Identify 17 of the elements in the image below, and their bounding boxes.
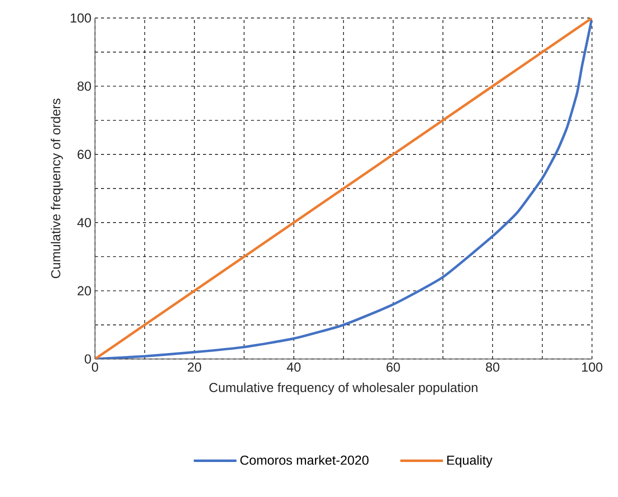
y-tick-label: 20 — [78, 286, 91, 296]
y-tick-label: 0 — [84, 354, 91, 364]
x-tick-label: 60 — [386, 362, 400, 372]
line-series — [95, 18, 592, 359]
legend-label: Comoros market-2020 — [240, 455, 369, 465]
x-tick-label: 80 — [486, 362, 500, 372]
y-tick-label: 100 — [70, 13, 91, 23]
x-tick-label: 40 — [286, 362, 301, 372]
y-tick-label: 40 — [77, 218, 91, 228]
x-tick-label: 100 — [582, 362, 602, 372]
y-axis-title: Cumulative frequency of orders — [50, 98, 63, 278]
x-tick-label: 20 — [188, 362, 202, 372]
legend-label: Equality — [447, 455, 492, 468]
x-axis-title: Cumulative frequency of wholesaler population — [209, 382, 478, 395]
y-tick-label: 60 — [78, 150, 91, 159]
y-tick-label: 80 — [78, 82, 91, 91]
x-tick-label: 0 — [92, 362, 98, 372]
